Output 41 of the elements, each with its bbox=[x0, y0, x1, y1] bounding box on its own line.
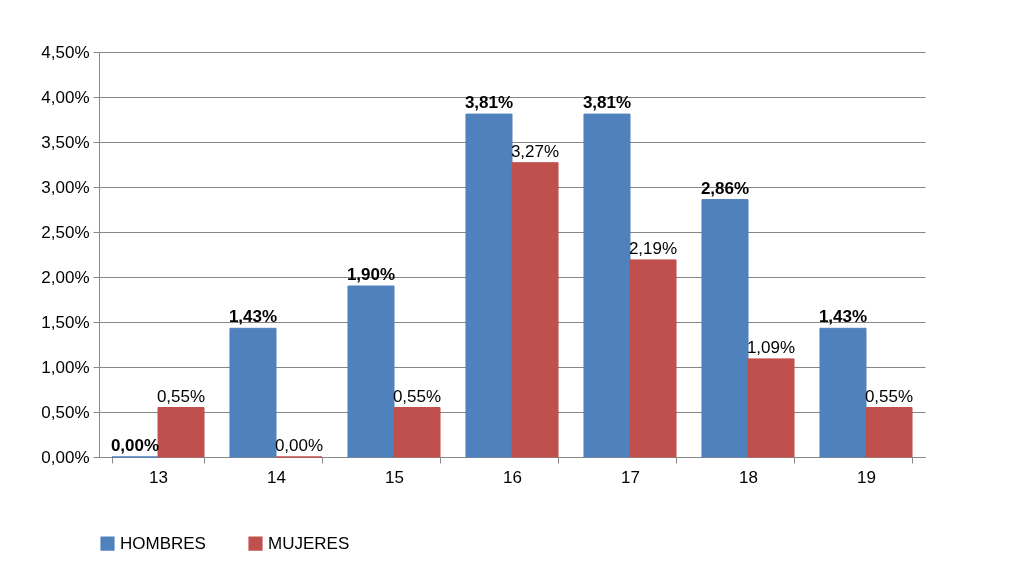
x-tick-label: 14 bbox=[267, 467, 286, 487]
legend-label: HOMBRES bbox=[120, 533, 206, 553]
bar bbox=[229, 327, 277, 458]
data-label: 1,43% bbox=[228, 307, 278, 327]
data-label: 3,81% bbox=[464, 93, 514, 113]
data-label: 0,55% bbox=[156, 386, 206, 406]
bar bbox=[511, 162, 559, 458]
bar bbox=[865, 407, 913, 458]
bar bbox=[465, 113, 513, 458]
y-tick-label: 0,00% bbox=[41, 447, 90, 467]
y-tick-label: 4,50% bbox=[41, 42, 90, 62]
x-tick-label: 16 bbox=[503, 467, 522, 487]
y-tick-label: 0,50% bbox=[41, 402, 90, 422]
x-tick-label: 15 bbox=[385, 467, 404, 487]
y-tick-label: 2,00% bbox=[41, 267, 90, 287]
bar bbox=[157, 407, 205, 458]
data-label: 2,19% bbox=[628, 238, 678, 258]
y-tick-label: 1,00% bbox=[41, 357, 90, 377]
data-label: 3,27% bbox=[510, 141, 560, 161]
data-label: 3,81% bbox=[582, 93, 632, 113]
y-tick-label: 3,00% bbox=[41, 177, 90, 197]
data-label: 1,90% bbox=[346, 265, 396, 284]
x-tick-label: 18 bbox=[739, 467, 758, 487]
data-label: 1,09% bbox=[746, 337, 796, 357]
y-tick-label: 2,50% bbox=[41, 222, 90, 242]
data-label: 1,43% bbox=[818, 307, 868, 327]
bar bbox=[583, 113, 631, 458]
bar bbox=[701, 199, 749, 458]
bar bbox=[393, 407, 441, 458]
y-tick-label: 1,50% bbox=[41, 312, 90, 332]
data-label: 2,86% bbox=[700, 178, 750, 198]
bar bbox=[347, 285, 395, 458]
legend-label: MUJERES bbox=[268, 533, 350, 553]
x-tick-label: 19 bbox=[857, 467, 876, 487]
y-tick-label: 4,00% bbox=[41, 87, 90, 107]
x-tick-label: 13 bbox=[149, 467, 168, 487]
bar bbox=[629, 259, 677, 458]
bar bbox=[819, 327, 867, 458]
bar bbox=[747, 358, 795, 458]
y-tick-label: 3,50% bbox=[41, 132, 90, 152]
x-tick-label: 17 bbox=[621, 467, 640, 487]
